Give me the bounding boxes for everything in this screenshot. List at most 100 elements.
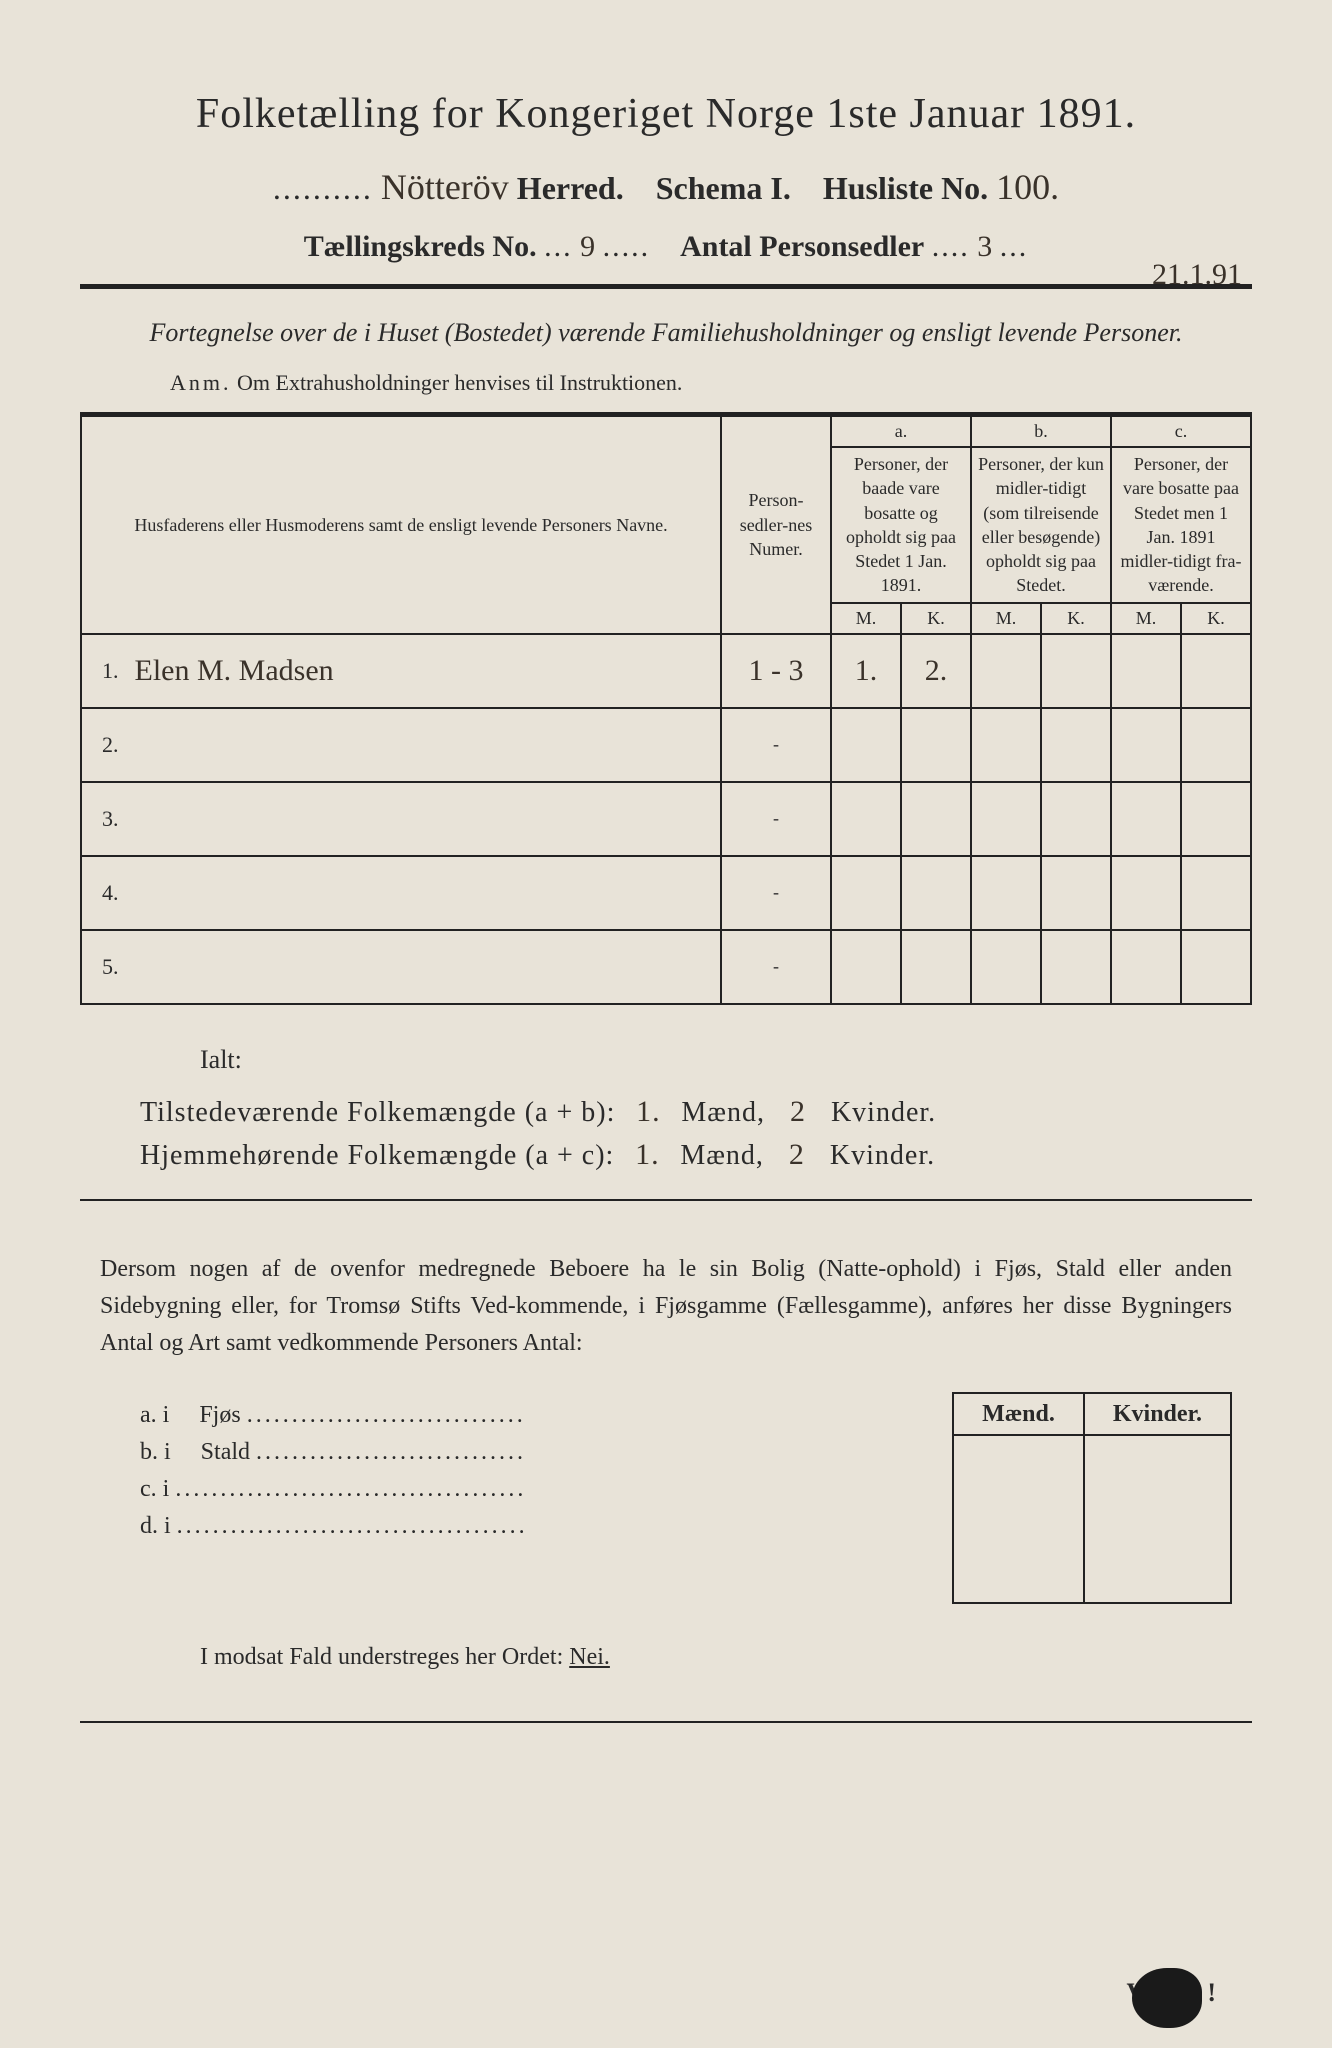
person-num: - <box>721 930 831 1004</box>
cell-b-m <box>971 708 1041 782</box>
list-item: c. i ...................................… <box>140 1476 932 1503</box>
table-row: 5. - <box>81 930 1251 1004</box>
group-c-label: c. <box>1111 415 1251 448</box>
cell-b-m <box>971 930 1041 1004</box>
cell-a-m <box>831 930 901 1004</box>
cell-a-m <box>831 708 901 782</box>
herred-value: Nötteröv <box>381 166 509 208</box>
kreds-label: Tællingskreds No. <box>304 230 537 263</box>
kvinder-label: Kvinder. <box>831 1097 936 1128</box>
nei-word: Nei. <box>569 1644 610 1670</box>
cell-a-k <box>901 782 971 856</box>
header-line-2: .......... Nötteröv Herred. Schema I. Hu… <box>80 166 1252 208</box>
mk-maend-header: Mænd. <box>953 1393 1084 1435</box>
col-a-k: K. <box>901 603 971 634</box>
col-header-name: Husfaderens eller Husmoderens samt de en… <box>81 415 721 634</box>
dots-leader: ....................................... <box>177 1513 528 1539</box>
building-list: a. i Fjøs ..............................… <box>140 1392 932 1604</box>
mk-cell <box>1084 1435 1231 1477</box>
cell-b-k <box>1041 930 1111 1004</box>
subtitle-text: Fortegnelse over de i Huset (Bostedet) v… <box>140 313 1192 352</box>
header-line-3: Tællingskreds No. ... 9 ..... Antal Pers… <box>80 230 1252 264</box>
maend-label: Mænd, <box>680 1140 764 1171</box>
person-name <box>125 930 722 1004</box>
divider-thin <box>80 1721 1252 1723</box>
mk-cell <box>1084 1477 1231 1519</box>
cell-c-m <box>1111 634 1181 708</box>
dots-leader: ....................................... <box>175 1476 526 1502</box>
cell-a-m <box>831 856 901 930</box>
cell-c-m <box>1111 856 1181 930</box>
summary-resident: Hjemmehørende Folkemængde (a + c): 1. Mæ… <box>140 1138 1252 1173</box>
cell-b-k <box>1041 708 1111 782</box>
list-item: b. i Stald .............................… <box>140 1439 932 1466</box>
group-a-desc: Personer, der baade vare bosatte og opho… <box>831 447 971 603</box>
ink-blot <box>1132 1968 1202 2028</box>
mk-cell <box>953 1519 1084 1561</box>
mk-cell <box>953 1561 1084 1603</box>
nei-pre: I modsat Fald understreges her Ordet: <box>200 1644 563 1670</box>
ialt-label: Ialt: <box>200 1045 1252 1075</box>
nei-line: I modsat Fald understreges her Ordet: Ne… <box>200 1644 1252 1671</box>
cell-c-m <box>1111 930 1181 1004</box>
cell-a-m: 1. <box>855 654 878 688</box>
antal-label: Antal Personsedler <box>680 230 924 263</box>
person-name <box>125 856 722 930</box>
cell-a-k <box>901 930 971 1004</box>
cell-c-k <box>1181 856 1251 930</box>
cell-c-k <box>1181 930 1251 1004</box>
household-table: Husfaderens eller Husmoderens samt de en… <box>80 412 1252 1005</box>
paragraph-text: Dersom nogen af de ovenfor medregnede Be… <box>100 1251 1232 1363</box>
cell-c-k <box>1181 782 1251 856</box>
anm-text: Om Extrahusholdninger henvises til Instr… <box>237 370 682 395</box>
col-header-name-text: Husfaderens eller Husmoderens samt de en… <box>134 515 667 535</box>
cell-a-k: 2. <box>925 654 948 688</box>
table-row: 4. - <box>81 856 1251 930</box>
person-num: 1 - 3 <box>749 654 804 688</box>
row-lbl: d. i <box>140 1513 171 1539</box>
cell-b-k <box>1041 634 1111 708</box>
cell-b-k <box>1041 856 1111 930</box>
row-lbl: b. i <box>140 1439 171 1465</box>
husliste-number: 100. <box>996 166 1059 208</box>
col-c-k: K. <box>1181 603 1251 634</box>
table-row: 1. Elen M. Madsen 1 - 3 1. 2. <box>81 634 1251 708</box>
row-lbl: c. i <box>140 1476 169 1502</box>
row-number: 1. <box>81 634 125 708</box>
group-b-label: b. <box>971 415 1111 448</box>
dots-leader: ............................... <box>247 1402 526 1428</box>
person-name <box>125 782 722 856</box>
resident-m: 1. <box>622 1138 672 1173</box>
group-b-desc: Personer, der kun midler-tidigt (som til… <box>971 447 1111 603</box>
kreds-number: 9 <box>580 230 595 264</box>
resident-label: Hjemmehørende Folkemængde (a + c): <box>140 1140 614 1171</box>
row-txt: Stald <box>201 1439 250 1465</box>
dots-leader: ... <box>544 230 573 263</box>
col-a-m: M. <box>831 603 901 634</box>
herred-label: Herred. <box>517 170 624 206</box>
col-b-m: M. <box>971 603 1041 634</box>
person-num: - <box>721 856 831 930</box>
lower-block: a. i Fjøs ..............................… <box>140 1392 1232 1604</box>
list-item: d. i ...................................… <box>140 1513 932 1540</box>
divider-thin <box>80 1199 1252 1201</box>
divider-thick <box>80 284 1252 289</box>
group-a-label: a. <box>831 415 971 448</box>
antal-value: 3 <box>977 230 992 264</box>
person-name: Elen M. Madsen <box>135 654 334 688</box>
page-title: Folketælling for Kongeriget Norge 1ste J… <box>80 90 1252 138</box>
mk-table: Mænd. Kvinder. <box>952 1392 1232 1604</box>
dots-leader: .... <box>932 230 970 263</box>
husliste-label: Husliste No. <box>823 170 988 206</box>
col-c-m: M. <box>1111 603 1181 634</box>
cell-c-m <box>1111 782 1181 856</box>
row-number: 5. <box>81 930 125 1004</box>
cell-b-k <box>1041 782 1111 856</box>
mk-kvinder-header: Kvinder. <box>1084 1393 1231 1435</box>
schema-label: Schema I. <box>656 170 791 206</box>
cell-c-k <box>1181 634 1251 708</box>
summary-present: Tilstedeværende Folkemængde (a + b): 1. … <box>140 1095 1252 1130</box>
dots-leader: ... <box>1000 230 1029 263</box>
col-b-k: K. <box>1041 603 1111 634</box>
margin-date: 21.1.91 <box>1152 258 1242 292</box>
